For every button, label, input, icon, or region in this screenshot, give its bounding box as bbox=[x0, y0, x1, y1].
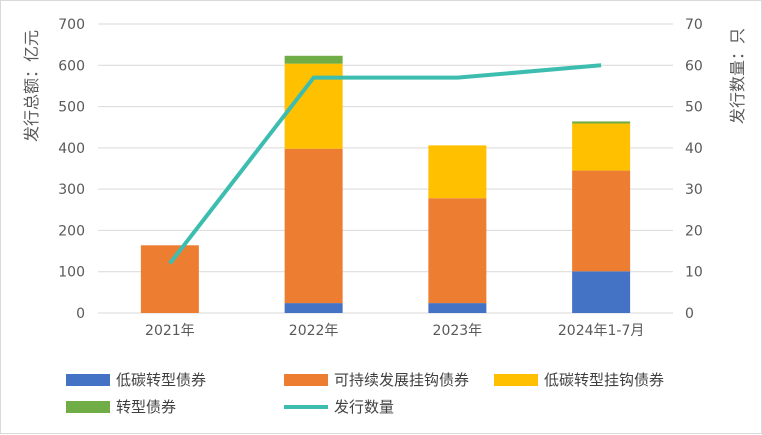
bar-segment bbox=[141, 245, 199, 313]
y-tick-label: 500 bbox=[58, 100, 85, 116]
legend-item-3: 转型债券 bbox=[66, 396, 176, 417]
legend-label: 发行数量 bbox=[334, 396, 394, 417]
legend-swatch bbox=[66, 374, 110, 386]
legend-item-1: 可持续发展挂钩债券 bbox=[284, 369, 469, 390]
y-axis-title: 发行总额：亿元 bbox=[22, 30, 41, 142]
legend-label: 转型债券 bbox=[116, 396, 176, 417]
legend-label: 低碳转型债券 bbox=[116, 369, 206, 390]
x-tick-label: 2021年 bbox=[145, 323, 195, 339]
legend-item-line: 发行数量 bbox=[284, 396, 394, 417]
legend-swatch bbox=[66, 401, 110, 413]
y-tick-label: 400 bbox=[58, 141, 85, 157]
y-right-tick-label: 10 bbox=[685, 265, 703, 281]
x-tick-label: 2022年 bbox=[289, 323, 339, 339]
legend-item-0: 低碳转型债券 bbox=[66, 369, 206, 390]
bar-segment bbox=[428, 303, 486, 313]
y-tick-label: 300 bbox=[58, 182, 85, 198]
bar-segment bbox=[572, 123, 630, 170]
bar-segment bbox=[572, 121, 630, 123]
y-right-tick-label: 70 bbox=[685, 17, 703, 33]
y-right-tick-label: 30 bbox=[685, 182, 703, 198]
y-right-tick-label: 0 bbox=[685, 306, 694, 322]
legend-swatch bbox=[494, 374, 538, 386]
legend-line-swatch bbox=[284, 405, 328, 409]
y-tick-label: 700 bbox=[58, 17, 85, 33]
legend-swatch bbox=[284, 374, 328, 386]
legend-item-2: 低碳转型挂钩债券 bbox=[494, 369, 664, 390]
bar-segment bbox=[285, 149, 343, 303]
bar-segment bbox=[572, 171, 630, 272]
y-tick-label: 100 bbox=[58, 265, 85, 281]
bar-segment bbox=[285, 56, 343, 64]
y-right-tick-label: 60 bbox=[685, 58, 703, 74]
y-right-tick-label: 50 bbox=[685, 100, 703, 116]
y-tick-label: 0 bbox=[76, 306, 85, 322]
bar-segment bbox=[285, 303, 343, 313]
y-right-tick-label: 20 bbox=[685, 223, 703, 239]
line-series-count bbox=[170, 65, 601, 263]
x-tick-label: 2023年 bbox=[433, 323, 483, 339]
legend-label: 可持续发展挂钩债券 bbox=[334, 369, 469, 390]
bar-segment bbox=[428, 145, 486, 198]
y-axis-title-right: 发行数量：只 bbox=[728, 28, 747, 124]
y-tick-label: 600 bbox=[58, 58, 85, 74]
bar-segment bbox=[428, 198, 486, 303]
y-tick-label: 200 bbox=[58, 223, 85, 239]
x-tick-label: 2024年1-7月 bbox=[558, 323, 645, 339]
y-right-tick-label: 40 bbox=[685, 141, 703, 157]
legend-label: 低碳转型挂钩债券 bbox=[544, 369, 664, 390]
bar-segment bbox=[572, 271, 630, 313]
